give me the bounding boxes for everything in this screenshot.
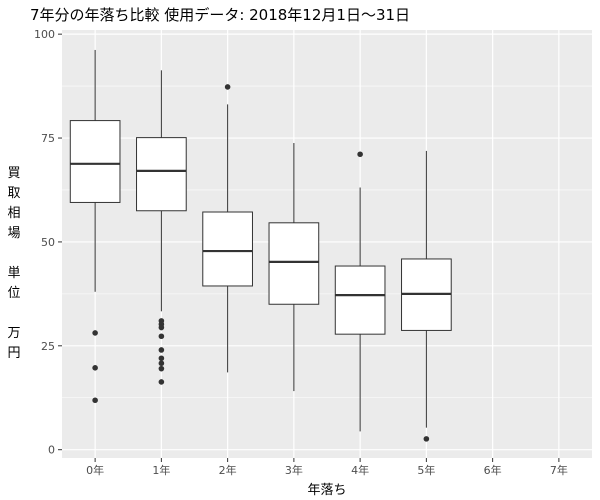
y-axis-label-char: 単: [7, 266, 21, 281]
outlier-point: [158, 379, 165, 385]
y-tick-label: 50: [41, 236, 55, 249]
x-axis-label: 年落ち: [307, 483, 346, 498]
plot-panel: [62, 30, 592, 458]
x-tick-label: 3年: [285, 463, 303, 477]
x-tick-label: 7年: [550, 463, 568, 477]
outlier-point: [92, 397, 98, 404]
outlier-point: [92, 365, 98, 371]
x-tick-label: 2年: [219, 463, 237, 477]
outlier-point: [357, 151, 363, 158]
outlier-point: [158, 355, 165, 362]
y-tick-label: 25: [41, 340, 55, 353]
outlier-point: [158, 347, 165, 353]
x-tick-label: 1年: [152, 463, 170, 477]
y-axis-label-char: 相: [7, 206, 21, 221]
box-iqr: [69, 120, 121, 203]
outlier-point: [158, 333, 165, 340]
box-iqr: [268, 222, 320, 305]
x-tick-label: 6年: [484, 463, 502, 477]
outlier-point: [92, 330, 98, 336]
x-tick-label: 4年: [351, 463, 369, 477]
y-tick-label: 0: [48, 444, 55, 457]
outlier-point: [158, 360, 165, 367]
y-axis-label-char: 円: [7, 346, 21, 361]
outlier-point: [423, 436, 430, 442]
x-tick-label: 5年: [417, 463, 435, 477]
y-axis-label: 買 取 相 場 単 位 万 円: [2, 164, 26, 364]
box-iqr: [202, 211, 253, 287]
y-axis-label-char: 取: [7, 186, 21, 201]
outlier-point: [158, 365, 165, 372]
x-tick-label: 0年: [86, 463, 104, 477]
outlier-point: [224, 84, 231, 90]
y-axis-label-char: 場: [7, 226, 21, 241]
box-iqr: [334, 265, 386, 335]
y-axis-label-char: 買: [7, 166, 21, 181]
y-axis-label-char: 万: [7, 326, 21, 341]
box-iqr: [136, 137, 187, 212]
y-axis-label-char: 位: [7, 286, 21, 301]
chart-title: 7年分の年落ち比較 使用データ: 2018年12月1日〜31日: [30, 6, 411, 24]
y-tick-label: 100: [34, 28, 55, 41]
outlier-point: [158, 324, 165, 331]
y-tick-label: 75: [41, 132, 55, 145]
